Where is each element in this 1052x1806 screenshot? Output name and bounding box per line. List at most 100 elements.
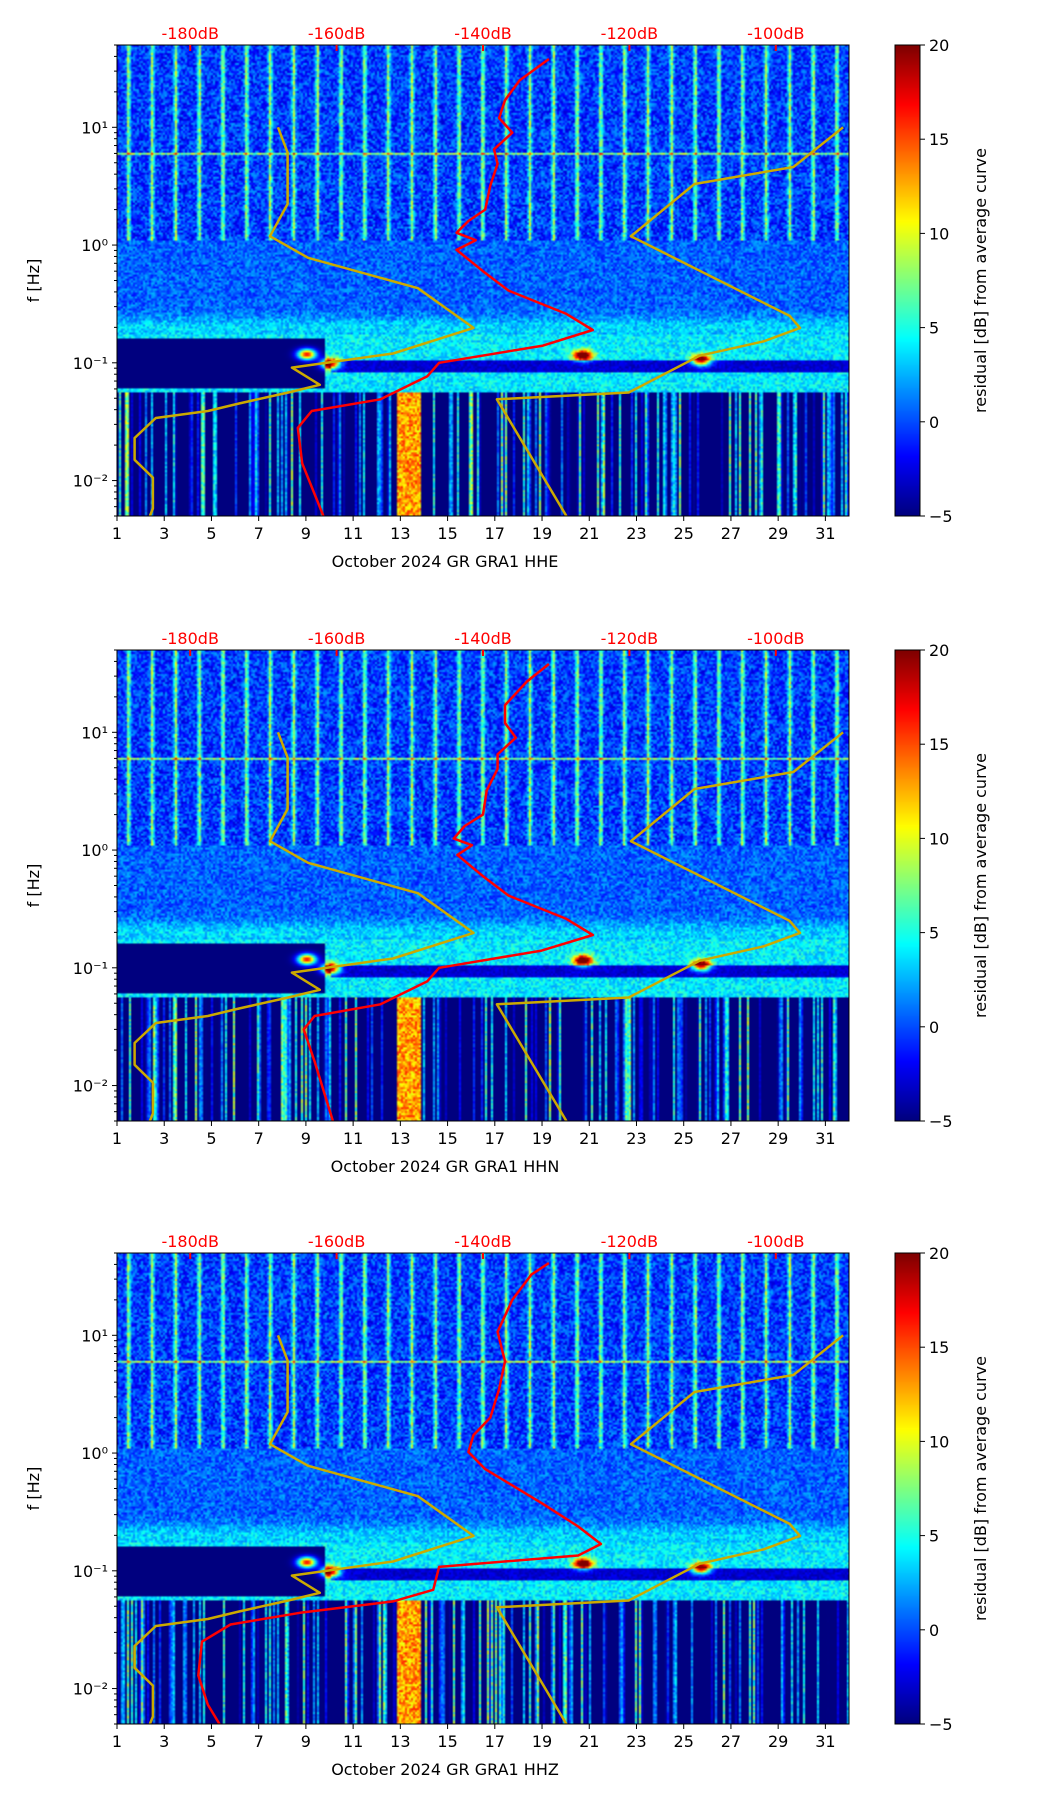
colorbar-tick-label: 10 [929,224,949,243]
plot-lines [133,1262,844,1724]
plot-lines [133,57,844,516]
x-tick-label: 11 [343,1129,363,1148]
x-tick-label: 13 [390,524,410,543]
top-axis-label: -140dB [454,24,511,43]
x-tick-label: 21 [579,524,599,543]
y-tick-label: 10⁰ [81,1444,108,1463]
x-tick-label: 31 [815,524,835,543]
noise-model-curve [495,126,844,516]
x-tick-label: 5 [206,1732,216,1751]
x-tick-label: 31 [815,1732,835,1751]
y-tick-label: 10¹ [81,1326,108,1345]
colorbar-tick-label: 10 [929,1432,949,1451]
colorbar-tick-label: 0 [929,1621,939,1640]
y-tick-label: 10⁻² [73,472,108,491]
top-axis-label: -100dB [747,1232,804,1251]
spectrogram-image [117,1253,849,1724]
y-tick-label: 10¹ [81,723,108,742]
psd-curve [302,663,595,1121]
x-tick-label: 29 [768,524,788,543]
top-axis-label: -100dB [747,629,804,648]
colorbar [895,1253,920,1724]
x-tick-label: 13 [390,1732,410,1751]
top-axis-label: -160dB [308,1232,365,1251]
x-tick-label: 21 [579,1129,599,1148]
colorbar-tick-label: 20 [929,641,949,660]
colorbar-tick-label: 10 [929,829,949,848]
plot-lines [133,663,844,1121]
noise-model-curve [133,731,475,1121]
colorbar-tick-label: −5 [929,507,953,526]
y-tick-label: 10⁻¹ [73,959,108,978]
colorbar-frame [894,649,921,1122]
top-axis-label: -120dB [601,629,658,648]
colorbar-tick-label: −5 [929,1715,953,1734]
colorbar-tick-label: 15 [929,130,949,149]
y-tick-label: 10¹ [81,118,108,137]
x-tick-label: 9 [301,1129,311,1148]
x-tick-label: 31 [815,1129,835,1148]
x-tick-label: 17 [485,1732,505,1751]
x-tick-label: 19 [532,1129,552,1148]
top-axis-label: -140dB [454,1232,511,1251]
x-tick-label: 25 [674,524,694,543]
x-tick-label: 9 [301,1732,311,1751]
x-tick-label: 25 [674,1732,694,1751]
x-tick-label: 23 [626,1129,646,1148]
colorbar-tick-label: 0 [929,1018,939,1037]
top-axis-label: -180dB [161,24,218,43]
y-tick-label: 10⁻¹ [73,354,108,373]
x-tick-label: 3 [159,524,169,543]
x-axis-label: October 2024 GR GRA1 HHZ [331,1760,559,1779]
x-tick-label: 7 [254,524,264,543]
top-axis-label: -180dB [161,1232,218,1251]
x-tick-label: 7 [254,1129,264,1148]
y-tick-label: 10⁻² [73,1680,108,1699]
y-tick-label: 10⁰ [81,841,108,860]
x-tick-label: 29 [768,1129,788,1148]
x-tick-label: 9 [301,524,311,543]
colorbar-label: residual [dB] from average curve [971,1356,990,1621]
colorbar-tick-label: 5 [929,924,939,943]
x-tick-label: 1 [112,1129,122,1148]
top-axis-label: -160dB [308,629,365,648]
colorbar [895,45,920,516]
noise-model-curve [133,126,475,516]
x-tick-label: 11 [343,524,363,543]
x-tick-label: 7 [254,1732,264,1751]
x-tick-label: 29 [768,1732,788,1751]
axes-frame [116,1252,850,1725]
x-tick-label: 3 [159,1129,169,1148]
y-axis-label: f [Hz] [24,864,43,908]
x-tick-label: 11 [343,1732,363,1751]
psd-curve [197,1262,603,1724]
x-tick-label: 19 [532,1732,552,1751]
x-tick-label: 21 [579,1732,599,1751]
colorbar-tick-label: 15 [929,735,949,754]
psd-curve [296,57,595,516]
colorbar-tick-label: 5 [929,1527,939,1546]
top-axis-label: -120dB [601,24,658,43]
y-tick-label: 10⁻² [73,1077,108,1096]
noise-model-curve [495,731,844,1121]
axes-frame [116,649,850,1122]
spectrogram-image [117,650,849,1121]
x-tick-label: 17 [485,524,505,543]
colorbar-frame [894,44,921,517]
x-tick-label: 25 [674,1129,694,1148]
colorbar-tick-label: −5 [929,1112,953,1131]
x-tick-label: 23 [626,524,646,543]
colorbar-tick-label: 15 [929,1338,949,1357]
colorbar-tick-label: 20 [929,1244,949,1263]
axes-frame [116,44,850,517]
noise-model-curve [495,1334,844,1724]
x-tick-label: 27 [721,524,741,543]
spectrogram-image [117,45,849,516]
colorbar-tick-label: 5 [929,319,939,338]
x-tick-label: 19 [532,524,552,543]
x-axis-label: October 2024 GR GRA1 HHE [332,552,559,571]
y-axis-label: f [Hz] [24,1467,43,1511]
colorbar-frame [894,1252,921,1725]
top-axis-label: -180dB [161,629,218,648]
